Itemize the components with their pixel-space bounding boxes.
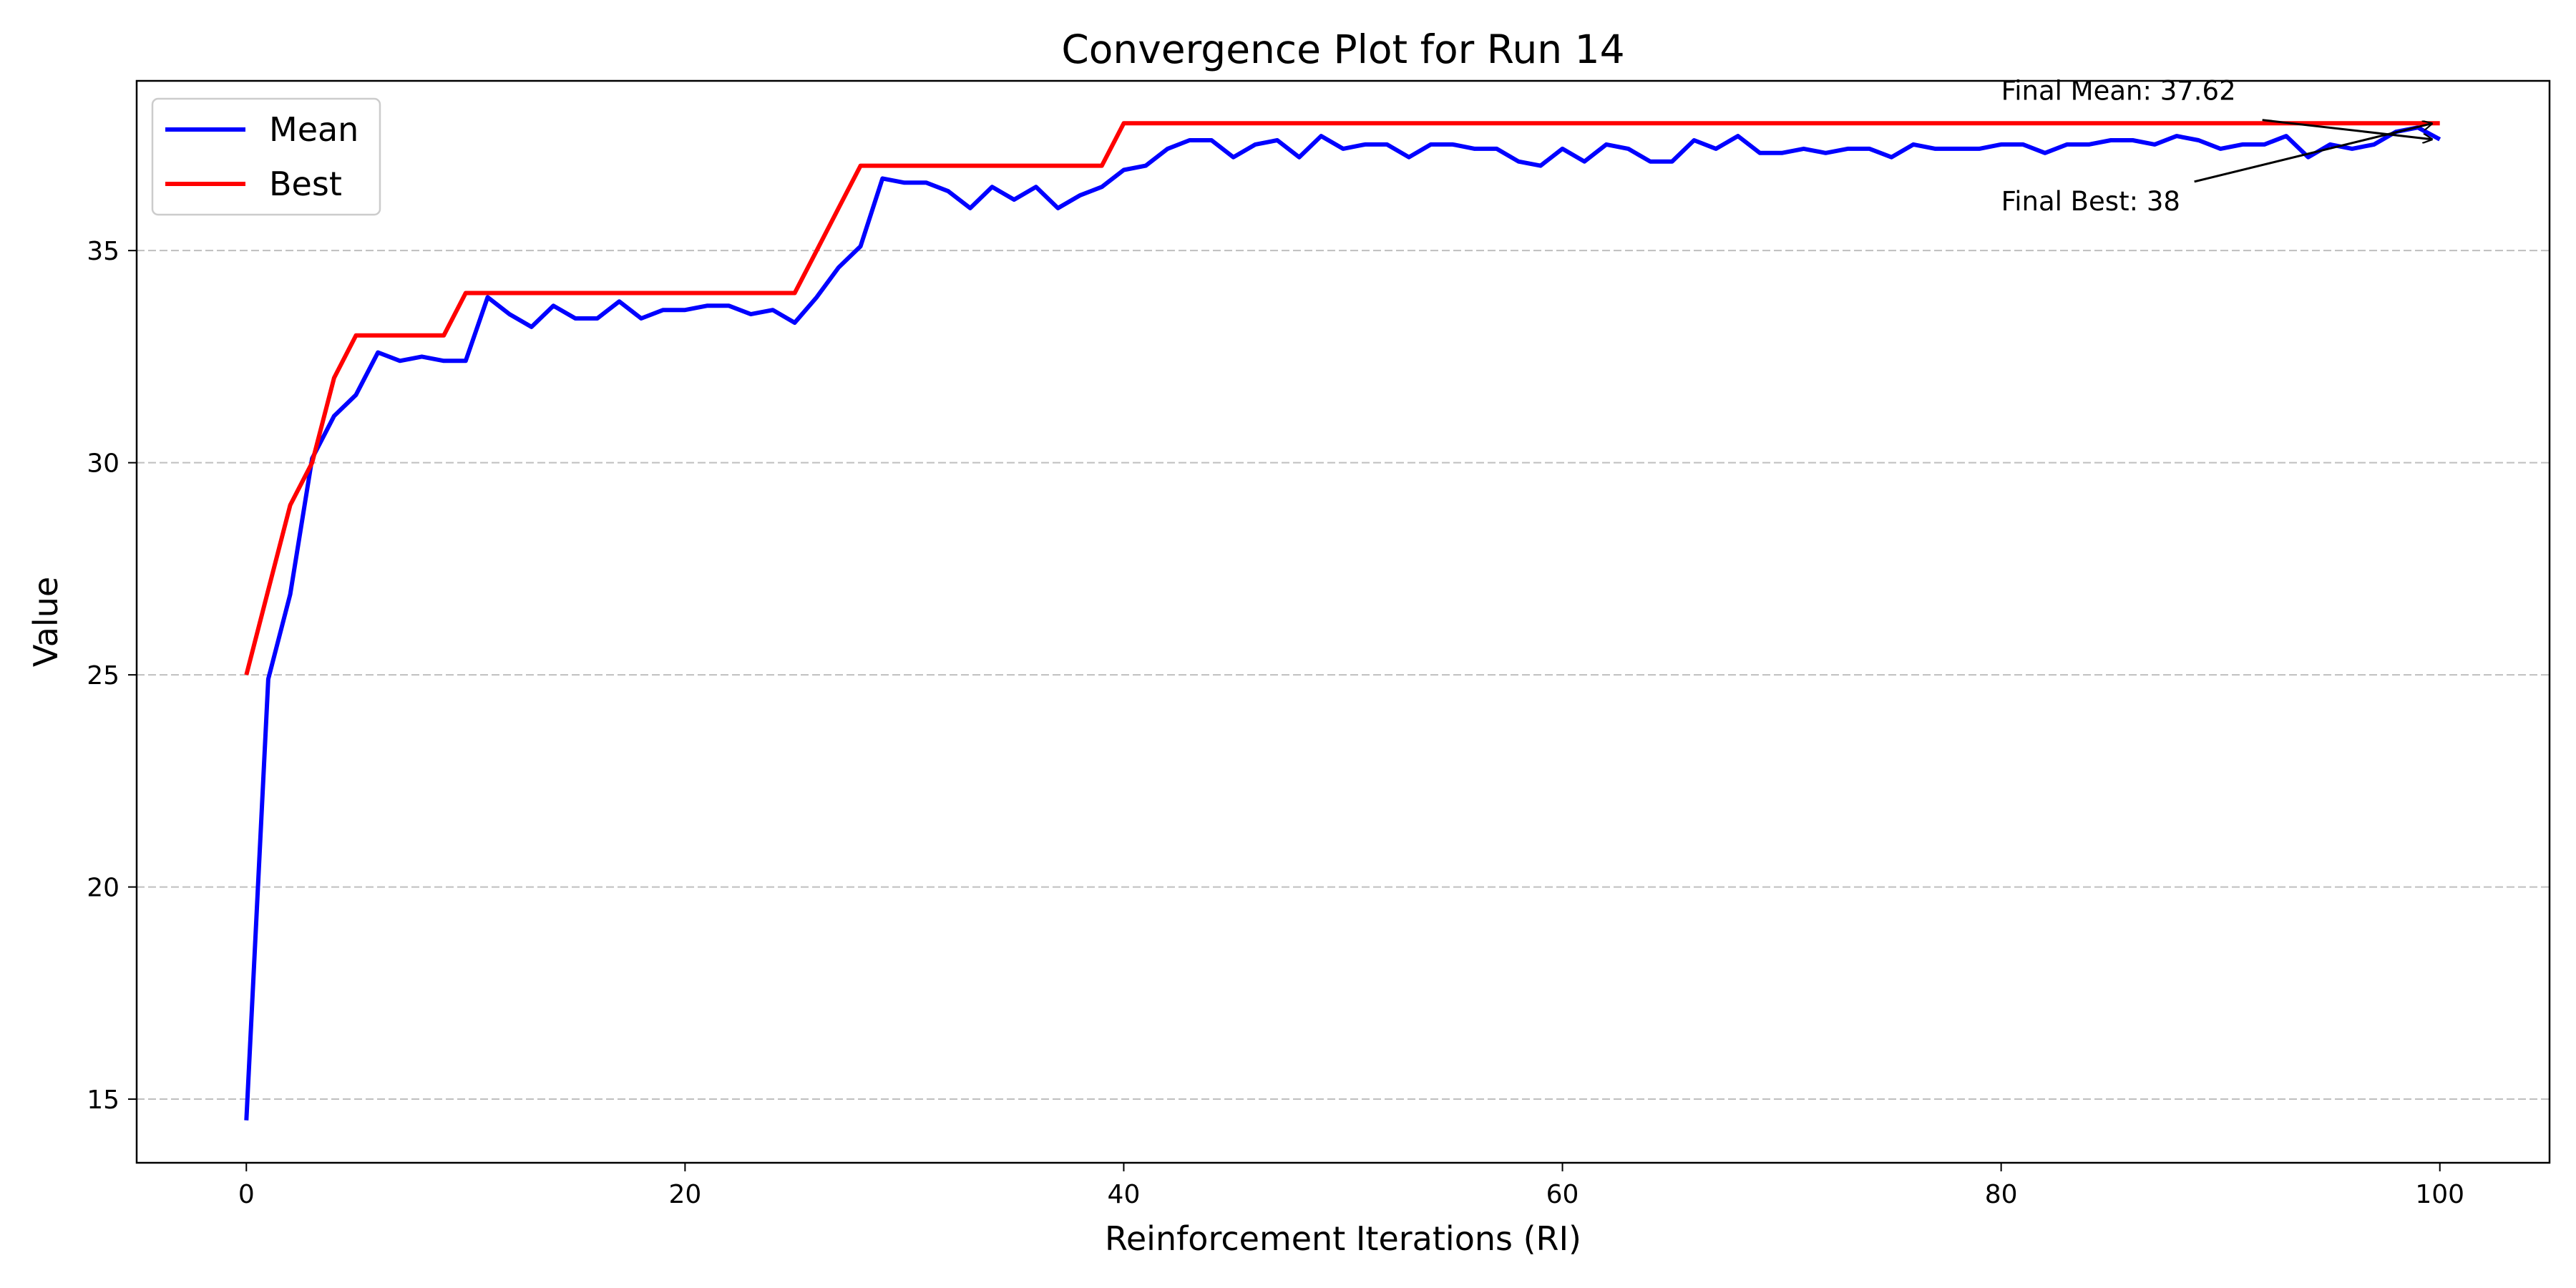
annotations: Final Mean: 37.62 Final Best: 38: [2001, 76, 2433, 217]
series-line-best: [244, 121, 2440, 675]
series-layer: [244, 121, 2441, 1121]
x-axis-title: Reinforcement Iterations (RI): [1105, 1219, 1581, 1258]
annotation-label: Final Mean: 37.62: [2001, 76, 2236, 107]
ticks: 0 20 40 60 80 100 15 20 25 30 35: [87, 237, 2464, 1209]
chart-title: Convergence Plot for Run 14: [1061, 26, 1624, 72]
axes-frame: [135, 79, 2551, 1164]
x-tick-label: 80: [1985, 1180, 2018, 1209]
x-tick-label: 20: [668, 1180, 701, 1209]
annotation-arrow: [2194, 123, 2433, 183]
y-tick-label: 15: [87, 1085, 119, 1115]
y-tick-label: 35: [87, 237, 119, 266]
x-tick-label: 60: [1546, 1180, 1579, 1209]
x-tick-label: 100: [2415, 1180, 2464, 1209]
y-tick-label: 30: [87, 449, 119, 479]
x-tick-label: 0: [238, 1180, 255, 1209]
y-tick-label: 25: [87, 661, 119, 691]
x-tick-label: 40: [1108, 1180, 1141, 1209]
annotation-arrow: [2262, 119, 2433, 140]
legend-label-best: Best: [269, 165, 342, 203]
annotation-label: Final Best: 38: [2001, 186, 2180, 217]
y-axis-title: Value: [26, 577, 65, 667]
grid: [137, 250, 2550, 1101]
legend: Mean Best: [151, 97, 381, 216]
legend-label-mean: Mean: [269, 110, 358, 149]
y-tick-label: 20: [87, 874, 119, 903]
series-line-mean: [244, 125, 2441, 1121]
